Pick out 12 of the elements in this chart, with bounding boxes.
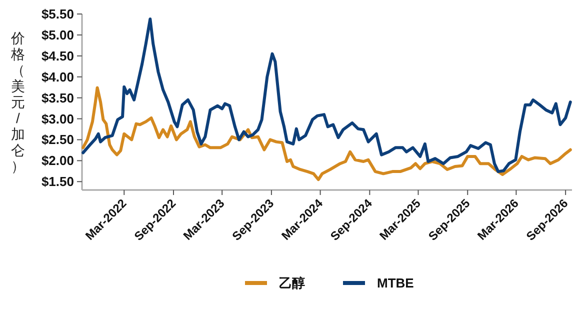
y-tick-label: $4.50 [41, 48, 74, 64]
y-tick-label: $1.50 [41, 174, 74, 190]
legend-label: 乙醇 [279, 276, 305, 290]
y-tick-label: $2.50 [41, 132, 74, 148]
y-tick-label: $5.50 [41, 6, 74, 22]
y-tick-label: $3.50 [41, 90, 74, 106]
y-tick-label: $5.00 [41, 27, 74, 42]
y-tick-label: $2.00 [41, 153, 74, 168]
y-axis-title: 价格（美元/加仑） [11, 30, 25, 174]
y-tick-label: $4.00 [41, 69, 74, 84]
y-tick-label: $3.00 [41, 111, 74, 126]
legend-label: MTBE [377, 276, 414, 290]
